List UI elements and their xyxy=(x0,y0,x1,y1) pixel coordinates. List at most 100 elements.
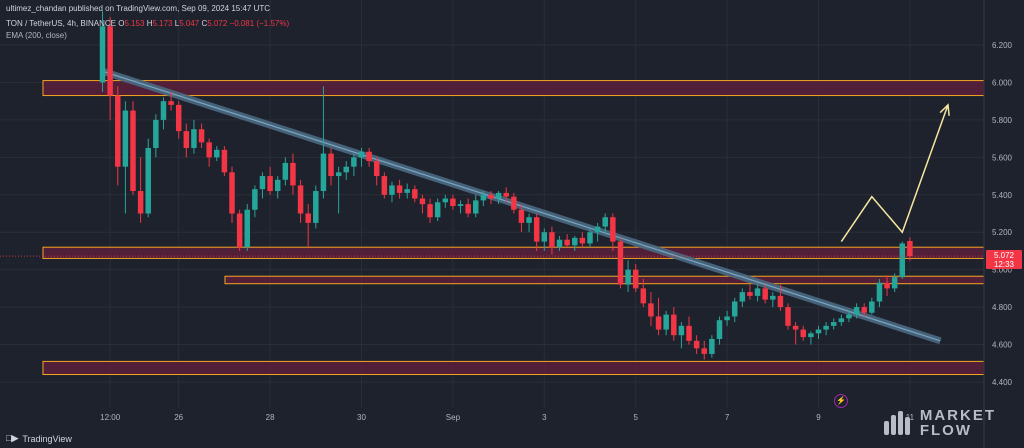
publisher-line: ultimez_chandan published on TradingView… xyxy=(6,4,271,13)
candle-body xyxy=(488,194,494,199)
close-value: 5.072 xyxy=(207,19,228,28)
candle-body xyxy=(884,282,890,289)
high-label: H xyxy=(146,19,153,28)
market-flow-logo: MARKET FLOW xyxy=(882,408,996,438)
candle-body xyxy=(632,269,639,289)
candle-body xyxy=(579,237,586,244)
candle-body xyxy=(716,320,723,339)
candle-body xyxy=(739,292,746,302)
candle-body xyxy=(137,191,144,214)
candle-body xyxy=(876,282,883,302)
y-tick-label: 5.800 xyxy=(992,116,1013,125)
y-tick-label: 4.800 xyxy=(992,303,1013,312)
candle-body xyxy=(511,196,517,210)
candle-body xyxy=(267,176,273,192)
candle-body xyxy=(305,213,311,223)
price-axis: 6.200 6.000 5.800 5.600 5.400 5.200 5.000 4.800… xyxy=(983,0,1013,448)
candle-body xyxy=(168,101,174,105)
candle-body xyxy=(693,340,700,349)
candle-body xyxy=(450,198,456,207)
candle-body xyxy=(427,204,433,218)
tradingview-logo[interactable]: □▶ TradingView xyxy=(6,433,72,444)
candle-body xyxy=(130,110,136,192)
candle-body xyxy=(252,189,258,210)
candle-body xyxy=(785,307,791,326)
candle-body xyxy=(549,232,555,248)
x-tick-label: 26 xyxy=(174,413,183,422)
candle-body xyxy=(762,288,768,300)
lightning-icon[interactable]: ⚡ xyxy=(834,394,849,408)
candle-body xyxy=(381,176,388,195)
candle-body xyxy=(206,142,212,158)
candle-body xyxy=(160,101,167,120)
y-tick-label: 6.000 xyxy=(992,78,1013,87)
candle-body xyxy=(229,172,235,214)
candle-body xyxy=(533,217,540,242)
candle-body xyxy=(473,200,479,214)
x-tick-label: 5 xyxy=(633,413,638,422)
candle-body xyxy=(366,151,372,162)
candle-body xyxy=(907,241,913,257)
candle-body xyxy=(602,217,608,227)
candle-body xyxy=(343,166,350,173)
candle-body xyxy=(198,129,205,143)
candle-body xyxy=(236,213,243,248)
candle-body xyxy=(290,162,296,186)
candle-body xyxy=(610,217,616,242)
candle-body xyxy=(419,198,426,205)
price-zone xyxy=(42,246,985,259)
x-tick-label: Sep xyxy=(446,413,461,422)
candle-body xyxy=(221,149,228,173)
candle-body xyxy=(495,192,502,199)
brand-line-1: MARKET xyxy=(919,407,996,424)
projection-arrowhead xyxy=(939,103,950,116)
bar-countdown: 12:33 xyxy=(993,260,1015,270)
candle-body xyxy=(541,232,548,242)
candle-body xyxy=(701,348,707,354)
y-tick-label: 5.600 xyxy=(992,153,1013,162)
candle-body xyxy=(518,209,525,223)
tradingview-mark-icon: □▶ xyxy=(6,433,19,443)
candle-body xyxy=(313,191,319,223)
candle-body xyxy=(396,185,403,193)
candle-body xyxy=(328,153,334,177)
candle-body xyxy=(389,185,395,195)
price-zone xyxy=(42,80,985,97)
candle-body xyxy=(99,26,106,83)
candle-body xyxy=(282,162,289,180)
open-label: O xyxy=(118,19,125,28)
candle-body xyxy=(823,325,829,330)
candle-body xyxy=(709,338,715,354)
candle-body xyxy=(663,314,669,330)
x-tick-label: 30 xyxy=(357,413,366,422)
candle-body xyxy=(815,329,822,334)
candle-body xyxy=(412,189,418,199)
candle-body xyxy=(648,303,654,317)
candle-body xyxy=(297,185,304,214)
candle-body xyxy=(191,129,197,148)
candle-body xyxy=(846,314,852,319)
candle-body xyxy=(153,119,159,148)
candle-body xyxy=(671,314,677,336)
candle-body xyxy=(145,147,151,214)
x-tick-label: 3 xyxy=(542,413,547,422)
x-tick-label: 11 xyxy=(906,413,915,422)
candle-body xyxy=(640,288,647,304)
candle-body xyxy=(183,131,190,148)
y-tick-label: 4.400 xyxy=(992,378,1013,387)
candle-body xyxy=(724,316,730,321)
tradingview-text: TradingView xyxy=(22,433,72,444)
candle-body xyxy=(830,322,837,326)
x-tick-label: 28 xyxy=(266,413,275,422)
candlestick-series xyxy=(99,11,913,360)
indicator-legend[interactable]: EMA (200, close) xyxy=(6,31,67,40)
ohlc-legend: TON / TetherUS, 4h, BINANCE O5.153 H5.17… xyxy=(6,19,289,28)
candle-body xyxy=(480,194,487,201)
candle-body xyxy=(869,301,875,313)
candle-body xyxy=(777,295,784,308)
candle-body xyxy=(770,295,776,300)
candle-body xyxy=(335,172,342,177)
low-label: L xyxy=(174,19,180,28)
candle-body xyxy=(465,204,471,214)
